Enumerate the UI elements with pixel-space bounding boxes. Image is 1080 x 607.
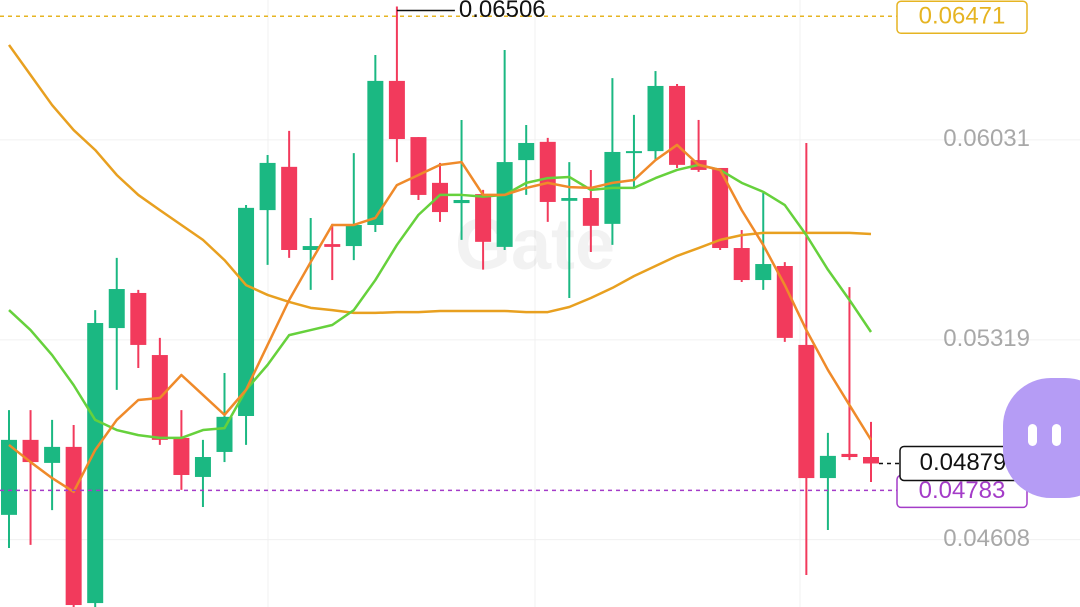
candle-body xyxy=(87,323,104,604)
candle-body xyxy=(432,182,448,213)
candle-body xyxy=(302,246,319,250)
y-tick-label: 0.06031 xyxy=(943,125,1030,152)
candle-body xyxy=(65,446,82,606)
candle-body xyxy=(755,264,772,281)
last-price-label: 0.04879 xyxy=(920,449,1007,476)
candle-body xyxy=(130,292,147,345)
candle-body xyxy=(194,457,211,477)
candle-body xyxy=(798,344,815,479)
price-label-box xyxy=(896,0,1028,35)
assistant-bubble[interactable] xyxy=(1003,378,1080,498)
candle-body xyxy=(453,199,470,204)
candle-body xyxy=(345,224,362,247)
candle-body xyxy=(475,194,492,242)
price-label: 0.04783 xyxy=(919,477,1006,504)
candle-body xyxy=(367,80,384,225)
y-tick-label: 0.04608 xyxy=(943,525,1030,552)
candle-body xyxy=(841,453,858,458)
candles xyxy=(0,6,1080,607)
moving-averages xyxy=(7,44,873,494)
bubble-eye xyxy=(1052,424,1061,446)
candle-body xyxy=(539,141,556,202)
high-label: 0.06506 xyxy=(459,0,546,23)
candle-body xyxy=(819,455,836,479)
candle-body xyxy=(496,162,513,247)
candle-body xyxy=(669,85,686,165)
candle-body xyxy=(108,289,125,329)
candle-body xyxy=(259,162,276,211)
candle-body xyxy=(281,166,298,250)
y-tick-label: 0.05319 xyxy=(943,325,1030,352)
candle-body xyxy=(582,198,599,226)
candle-body xyxy=(1,439,17,515)
candle-body xyxy=(44,446,61,463)
candle-body xyxy=(863,457,879,464)
bubble-eye xyxy=(1028,424,1037,446)
candle-body xyxy=(518,142,535,161)
candle-body xyxy=(776,266,793,338)
candle-body xyxy=(712,167,729,249)
candle-body xyxy=(324,244,341,247)
candle-body xyxy=(410,137,427,195)
candle-body xyxy=(216,416,233,452)
candle-body xyxy=(388,80,405,140)
moving-average-line xyxy=(8,163,873,440)
candle-body xyxy=(173,437,190,475)
candle-body xyxy=(561,198,578,201)
bubble-body[interactable] xyxy=(1003,378,1080,498)
candle-body xyxy=(733,248,750,281)
price-label: 0.06471 xyxy=(919,3,1006,30)
candle-body xyxy=(647,85,664,152)
candle-body xyxy=(238,207,255,416)
moving-average-line xyxy=(7,44,872,315)
moving-average-line xyxy=(8,143,873,494)
candle-body xyxy=(625,151,642,154)
candle-body xyxy=(22,439,39,463)
